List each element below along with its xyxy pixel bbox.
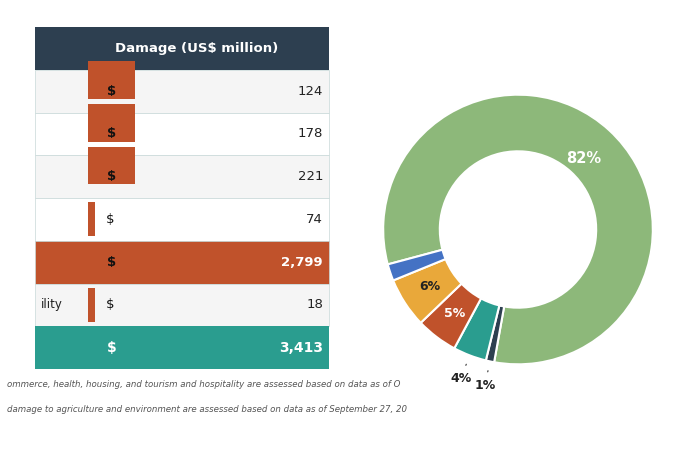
Text: 18: 18 — [306, 298, 323, 311]
Text: damage to agriculture and environment are assessed based on data as of September: damage to agriculture and environment ar… — [7, 405, 407, 414]
FancyBboxPatch shape — [88, 61, 135, 99]
Text: $: $ — [106, 213, 114, 226]
Text: $: $ — [107, 170, 116, 183]
Text: ility: ility — [41, 298, 63, 311]
Text: 178: 178 — [298, 127, 323, 140]
FancyBboxPatch shape — [88, 202, 95, 237]
Text: 74: 74 — [306, 213, 323, 226]
FancyBboxPatch shape — [35, 326, 329, 369]
Text: Damage (US$ million): Damage (US$ million) — [115, 42, 279, 55]
Wedge shape — [388, 250, 446, 280]
Text: $: $ — [106, 341, 116, 355]
Text: 221: 221 — [298, 170, 323, 183]
FancyBboxPatch shape — [88, 147, 135, 184]
Wedge shape — [486, 306, 504, 362]
FancyBboxPatch shape — [88, 243, 135, 281]
Text: 3,413: 3,413 — [279, 341, 323, 355]
FancyBboxPatch shape — [35, 198, 329, 241]
Text: 4%: 4% — [450, 372, 472, 384]
Text: $: $ — [107, 256, 116, 269]
FancyBboxPatch shape — [35, 155, 329, 198]
FancyBboxPatch shape — [88, 104, 135, 142]
Text: $: $ — [107, 127, 116, 140]
FancyBboxPatch shape — [88, 288, 95, 322]
FancyBboxPatch shape — [35, 70, 329, 112]
Text: 124: 124 — [298, 85, 323, 98]
Wedge shape — [421, 284, 481, 348]
FancyBboxPatch shape — [35, 284, 329, 326]
Text: $: $ — [107, 85, 116, 98]
Text: 5%: 5% — [444, 307, 465, 320]
FancyBboxPatch shape — [35, 241, 329, 284]
FancyBboxPatch shape — [35, 112, 329, 155]
Text: 2,799: 2,799 — [281, 256, 323, 269]
Wedge shape — [393, 259, 461, 323]
Text: 82%: 82% — [566, 151, 601, 166]
Text: 6%: 6% — [419, 280, 440, 293]
FancyBboxPatch shape — [35, 27, 329, 70]
Wedge shape — [454, 298, 499, 360]
Text: 1%: 1% — [475, 378, 496, 392]
Text: $: $ — [106, 298, 114, 311]
Text: ommerce, health, housing, and tourism and hospitality are assessed based on data: ommerce, health, housing, and tourism an… — [7, 380, 400, 389]
Wedge shape — [383, 94, 653, 365]
